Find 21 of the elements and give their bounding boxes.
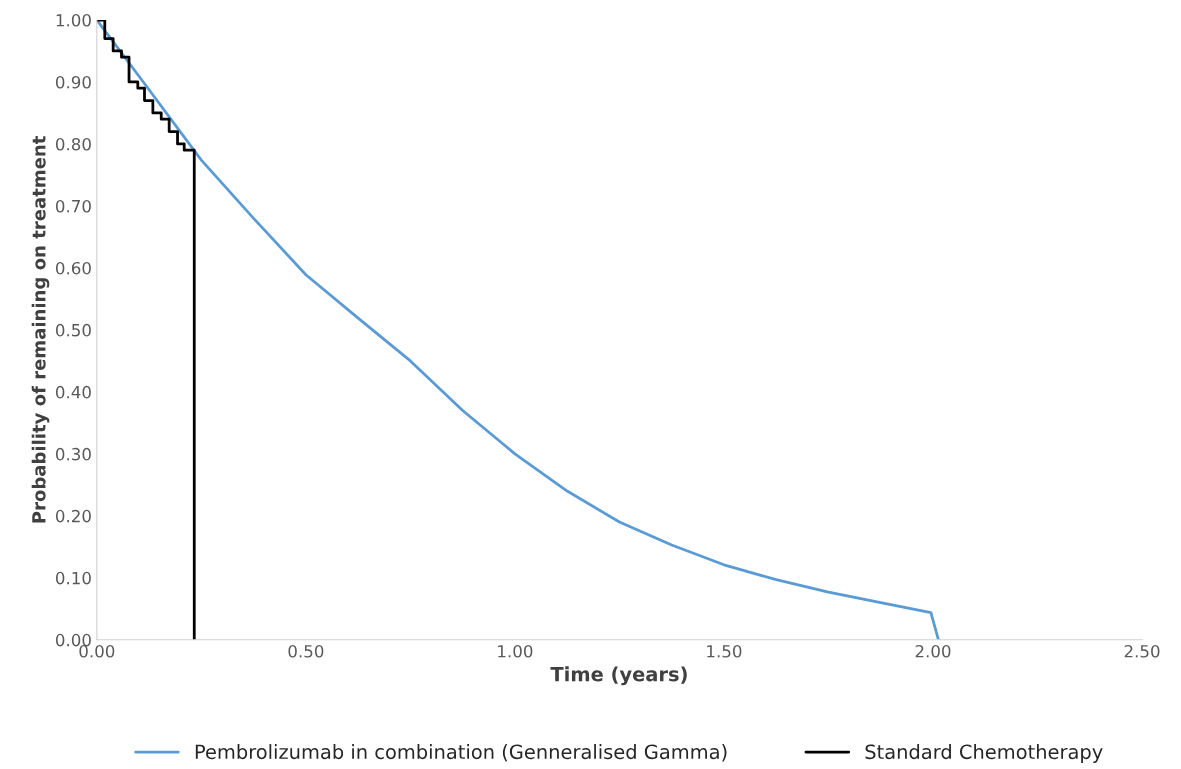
y-tick-label: 0.80 xyxy=(55,137,91,151)
y-tick-label: 0.90 xyxy=(55,75,91,89)
y-tick-label: 0.40 xyxy=(55,385,91,399)
y-tick-label: 0.10 xyxy=(55,571,91,585)
x-tick-label: 2.00 xyxy=(915,644,951,658)
y-tick-label: 1.00 xyxy=(56,13,91,27)
y-tick-label: 0.30 xyxy=(55,447,91,461)
legend-label: Standard Chemotherapy xyxy=(865,744,1103,763)
x-tick-label: 2.50 xyxy=(1124,644,1160,658)
x-axis-title: Time (years) xyxy=(550,666,687,686)
x-tick-label: 1.00 xyxy=(498,644,533,658)
x-tick-label: 1.50 xyxy=(707,644,742,658)
y-tick-label: 0.70 xyxy=(55,199,91,213)
x-tick-label: 0.50 xyxy=(288,644,324,658)
y-tick-label: 0.50 xyxy=(55,323,91,337)
y-tick-label: 0.20 xyxy=(55,509,91,523)
y-tick-label: 0.60 xyxy=(55,261,91,275)
y-axis-title: Probability of remaining on treatment xyxy=(31,136,50,523)
y-tick-label: 0.00 xyxy=(55,633,91,647)
legend-label: Pembrolizumab in combination (Genneralised Gamma) xyxy=(195,744,727,762)
x-tick-label: 0.00 xyxy=(79,644,115,658)
